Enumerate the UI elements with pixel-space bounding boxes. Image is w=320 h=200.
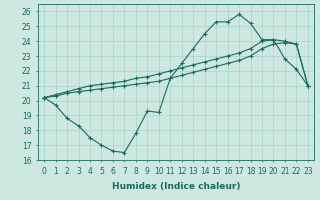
X-axis label: Humidex (Indice chaleur): Humidex (Indice chaleur) bbox=[112, 182, 240, 190]
